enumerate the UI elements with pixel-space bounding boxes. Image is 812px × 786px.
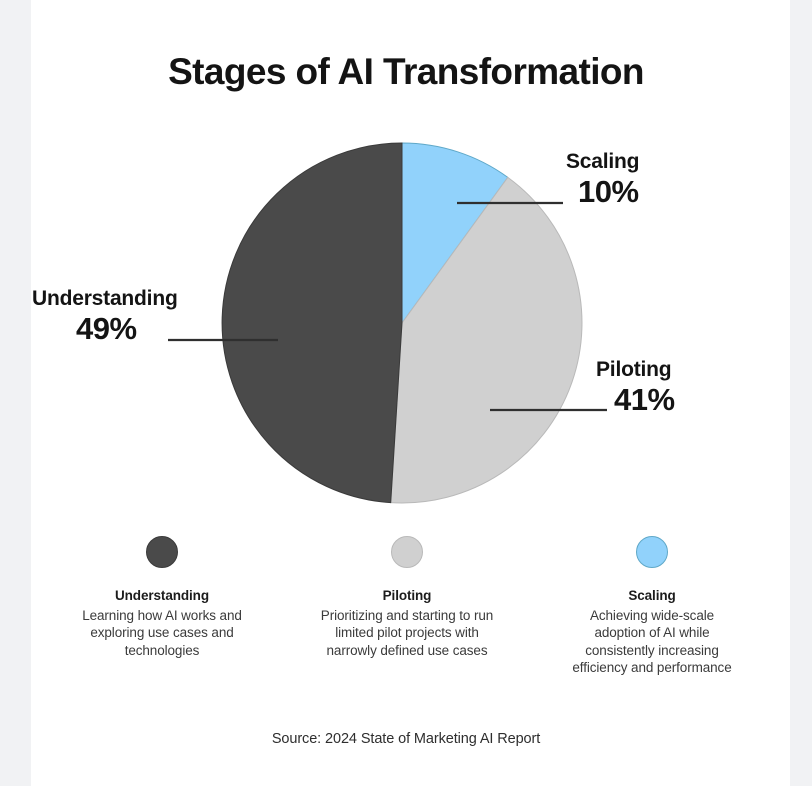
callout-understanding-category: Understanding (32, 287, 178, 310)
callout-piloting-percent: 41% (614, 382, 675, 418)
callout-understanding-percent: 49% (76, 311, 137, 347)
legend-item-scaling: Scaling Achieving wide-scale adoption of… (536, 536, 768, 676)
callout-understanding: Understanding 49% (14, 287, 224, 347)
legend-item-understanding: Understanding Learning how AI works and … (46, 536, 278, 659)
legend-swatch-understanding (146, 536, 178, 568)
legend-swatch-scaling (636, 536, 668, 568)
right-gutter (790, 0, 812, 786)
legend-description-scaling: Achieving wide-scale adoption of AI whil… (572, 608, 732, 675)
chart-title: Stages of AI Transformation (168, 51, 644, 92)
callout-piloting: Piloting 41% (596, 358, 776, 418)
legend-item-piloting: Piloting Prioritizing and starting to ru… (291, 536, 523, 659)
legend-description-piloting: Prioritizing and starting to run limited… (320, 608, 494, 658)
callout-scaling-category: Scaling (566, 150, 640, 173)
legend: Understanding Learning how AI works and … (46, 536, 768, 676)
legend-label-piloting: Piloting (382, 588, 432, 603)
legend-description-understanding: Learning how AI works and exploring use … (82, 608, 242, 658)
legend-label-scaling: Scaling (628, 588, 676, 603)
callout-scaling-percent: 10% (578, 174, 639, 210)
source-note: Source: 2024 State of Marketing AI Repor… (271, 731, 541, 747)
legend-label-understanding: Understanding (115, 588, 209, 603)
callout-scaling: Scaling 10% (566, 150, 746, 210)
callout-piloting-category: Piloting (596, 358, 672, 381)
legend-swatch-piloting (391, 536, 423, 568)
